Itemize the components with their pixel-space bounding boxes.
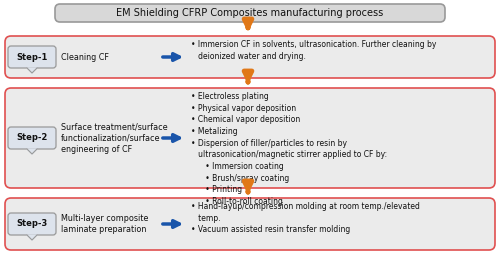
Text: Surface treatment/surface
functionalization/surface
engineering of CF: Surface treatment/surface functionalizat… <box>61 122 168 154</box>
FancyBboxPatch shape <box>8 213 56 235</box>
FancyBboxPatch shape <box>5 88 495 188</box>
FancyBboxPatch shape <box>8 127 56 149</box>
Text: Cleaning CF: Cleaning CF <box>61 53 109 62</box>
Text: • Immersion CF in solvents, ultrasonication. Further cleaning by
   deionized wa: • Immersion CF in solvents, ultrasonicat… <box>191 40 436 61</box>
FancyBboxPatch shape <box>55 4 445 22</box>
Text: Step-3: Step-3 <box>16 220 48 228</box>
FancyBboxPatch shape <box>5 198 495 250</box>
Text: Multi-layer composite
laminate preparation: Multi-layer composite laminate preparati… <box>61 214 148 234</box>
Text: EM Shielding CFRP Composites manufacturing process: EM Shielding CFRP Composites manufacturi… <box>116 8 384 18</box>
Text: • Electroless plating
• Physical vapor deposition
• Chemical vapor deposition
• : • Electroless plating • Physical vapor d… <box>191 92 387 206</box>
Text: Step-1: Step-1 <box>16 53 48 62</box>
FancyBboxPatch shape <box>8 46 56 68</box>
Polygon shape <box>27 68 37 73</box>
Text: Step-2: Step-2 <box>16 134 48 143</box>
Polygon shape <box>27 235 37 240</box>
Text: • Hand-layup/compression molding at room temp./elevated
   temp.
• Vacuum assist: • Hand-layup/compression molding at room… <box>191 202 420 234</box>
FancyBboxPatch shape <box>5 36 495 78</box>
Polygon shape <box>27 149 37 154</box>
